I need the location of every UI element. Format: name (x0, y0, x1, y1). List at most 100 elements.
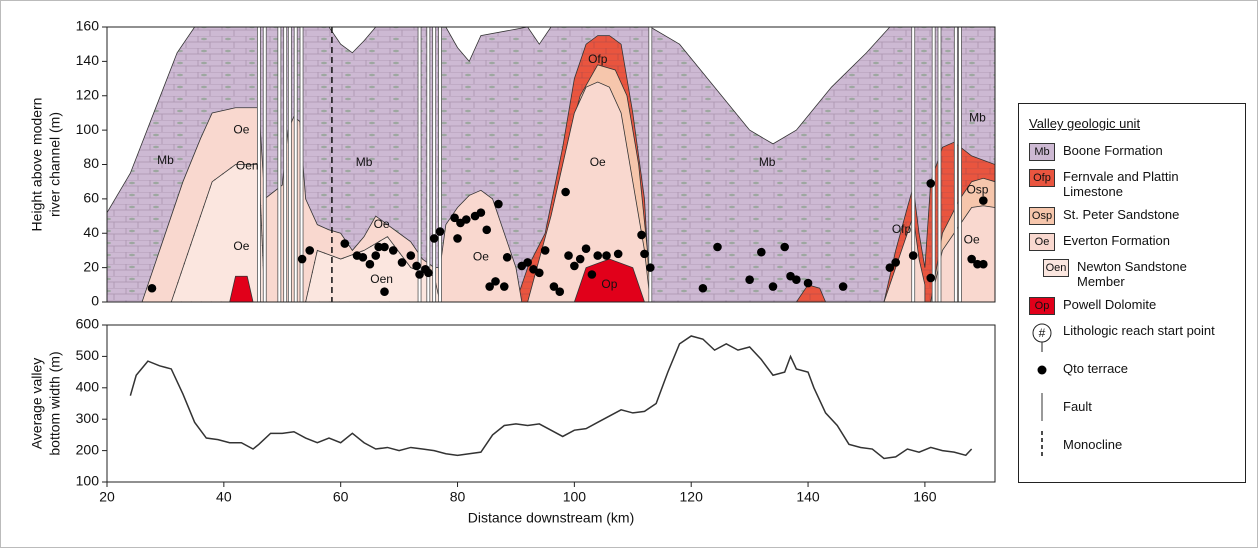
fault (426, 27, 431, 302)
terrace-point (406, 251, 416, 260)
unit-label: Osp (966, 182, 988, 196)
terrace-point (461, 215, 471, 224)
terrace-point (926, 179, 936, 188)
terrace-point (979, 259, 988, 269)
fault (953, 27, 958, 302)
terrace-point (757, 247, 766, 257)
legend-swatch: Op (1029, 297, 1055, 315)
y-axis-label: bottom width (m) (47, 351, 63, 455)
terrace-point (380, 287, 389, 296)
legend-swatch: Oe (1029, 233, 1055, 251)
legend-symbol: # (1032, 323, 1052, 352)
terrace-point (838, 282, 848, 291)
terrace-point (555, 287, 565, 296)
terrace-point (885, 263, 895, 272)
y-axis-label: Height above modern (29, 98, 45, 232)
legend-symbol-text: # (1039, 326, 1046, 340)
legend-symbol (1041, 393, 1043, 421)
y-tick-label: 40 (83, 224, 99, 240)
terrace-point (453, 234, 462, 243)
y-tick-label: 160 (76, 18, 100, 34)
terrace-point (780, 242, 789, 252)
legend-symbol (1037, 365, 1047, 375)
unit-label: Oe (964, 232, 980, 246)
legend-label: Newton Sandstone Member (1077, 259, 1187, 289)
y-tick-label: 300 (76, 410, 100, 426)
terrace-point (358, 253, 368, 262)
unit-label: Mb (356, 155, 373, 169)
legend-item: Fault (1029, 393, 1235, 421)
terrace-point (429, 234, 439, 243)
terrace-point (891, 258, 900, 267)
terrace-point (613, 249, 623, 259)
terrace-point (967, 254, 976, 264)
terrace-point (535, 268, 544, 278)
x-tick-label: 20 (99, 489, 115, 505)
fault (937, 27, 942, 302)
terrace-point (485, 282, 494, 291)
terrace-point (561, 187, 570, 197)
y-tick-label: 600 (76, 316, 100, 332)
terrace-point (523, 258, 532, 267)
x-tick-label: 160 (913, 489, 937, 505)
fault (256, 27, 261, 302)
unit-label: Oe (233, 239, 249, 253)
legend-swatch: Mb (1029, 143, 1055, 161)
legend-item: Ofp Fernvale and Plattin Limestone (1029, 169, 1235, 199)
legend-swatch: Oen (1043, 259, 1069, 277)
fault (438, 27, 442, 302)
x-axis-label: Distance downstream (km) (468, 510, 635, 526)
fault (299, 27, 304, 302)
unit-label: Oen (236, 158, 259, 172)
y-tick-label: 80 (83, 155, 99, 171)
terrace-point (540, 246, 550, 255)
legend-item: Mb Boone Formation (1029, 143, 1235, 161)
fault (931, 27, 936, 302)
terrace-point (499, 282, 509, 291)
legend-item: # Lithologic reach start point (1029, 323, 1235, 353)
terrace-point (908, 251, 918, 260)
y-tick-label: 100 (76, 121, 100, 137)
unit-label: Ofp (892, 222, 912, 236)
terrace-point (147, 283, 157, 293)
legend-swatch: Ofp (1029, 169, 1055, 187)
terrace-point (581, 244, 591, 254)
legend-label: Fault (1063, 399, 1092, 414)
terrace-point (926, 273, 936, 283)
terrace-point (575, 254, 585, 264)
fault (648, 27, 653, 302)
legend-swatch: Osp (1029, 207, 1055, 225)
terrace-point (424, 268, 433, 278)
terrace-point (745, 275, 754, 284)
terrace-point (698, 283, 708, 293)
legend-label: Powell Dolomite (1063, 297, 1157, 312)
unit-label: Mb (969, 110, 986, 124)
x-tick-label: 120 (680, 489, 704, 505)
legend-item: Osp St. Peter Sandstone (1029, 207, 1235, 225)
terrace-point (502, 253, 512, 262)
y-tick-label: 140 (76, 52, 100, 68)
fault (262, 27, 267, 302)
terrace-point (482, 225, 492, 235)
y-tick-label: 100 (76, 473, 100, 489)
plot-frame (106, 324, 996, 483)
terrace-point (792, 275, 801, 284)
legend-item: Op Powell Dolomite (1029, 297, 1235, 315)
y-tick-label: 400 (76, 379, 100, 395)
terrace-point (637, 230, 646, 240)
unit-area (229, 258, 645, 302)
y-tick-label: 500 (76, 347, 100, 363)
legend-units: Mb Boone Formation Ofp Fernvale and Plattin… (1029, 143, 1235, 315)
terrace-point (412, 261, 421, 271)
terrace-point (380, 242, 389, 252)
legend-label: Lithologic reach start point (1063, 323, 1215, 338)
x-tick-label: 100 (563, 489, 587, 505)
unit-label: Oe (374, 217, 390, 231)
fault (293, 27, 298, 302)
legend-label: St. Peter Sandstone (1063, 207, 1180, 222)
terrace-point (602, 251, 611, 260)
legend-item: Oe Everton Formation (1029, 233, 1235, 251)
x-tick-label: 40 (216, 489, 232, 505)
terrace-point (305, 246, 315, 255)
